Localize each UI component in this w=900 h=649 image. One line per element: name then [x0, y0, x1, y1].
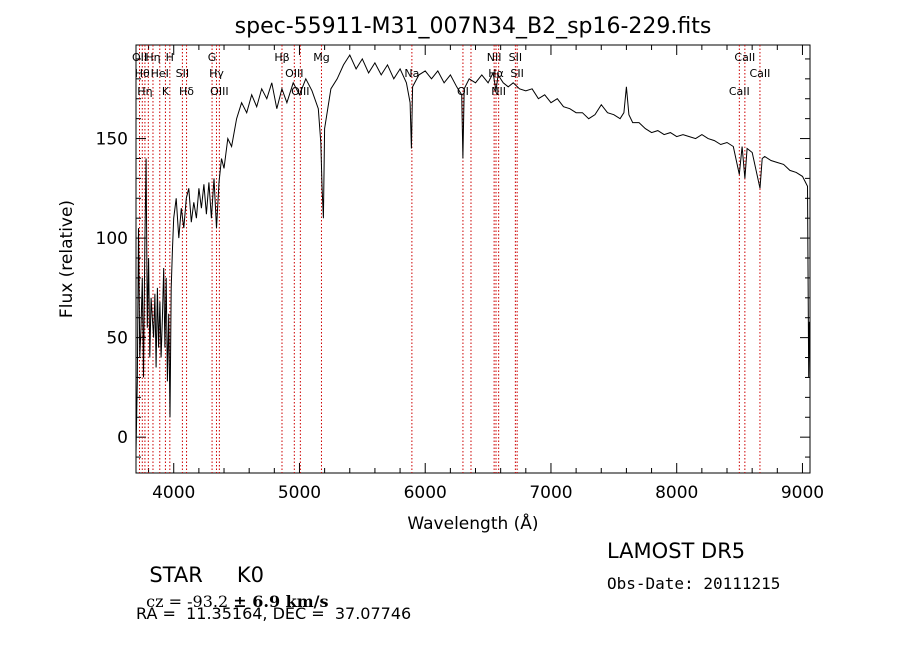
- spectral-line-label: SII: [509, 51, 522, 64]
- line-labels: OIIHθHηHηHeIKHSIIHδGHγOIIIHβOIIIOIIIMgNa…: [132, 51, 770, 98]
- y-axis-label: Flux (relative): [57, 200, 77, 318]
- spectral-line-label: OIII: [285, 67, 303, 80]
- spectral-line-label: Hη: [145, 51, 160, 64]
- x-tick-label: 8000: [655, 483, 698, 503]
- y-tick-label: 50: [106, 329, 128, 349]
- spectral-line-label: H: [166, 51, 174, 64]
- x-axis-ticks: 4000 5000 6000 7000 8000 9000: [148, 45, 824, 503]
- spectral-line-label: Hθ: [135, 67, 150, 80]
- y-tick-label: 150: [96, 130, 128, 150]
- spectral-line-label: OI: [457, 85, 469, 98]
- spectral-line-label: CaII: [734, 51, 755, 64]
- spectral-line-label: K: [162, 85, 170, 98]
- y-tick-label: 100: [96, 229, 128, 249]
- spectral-line-label: NII: [487, 51, 502, 64]
- spectral-line-label: SII: [176, 67, 189, 80]
- survey-label: LAMOST DR5: [607, 539, 746, 563]
- x-tick-label: 4000: [152, 483, 195, 503]
- obs-date: Obs-Date: 20111215: [607, 574, 781, 593]
- subclass-label: K0: [236, 563, 264, 587]
- cz-error: ± 6.9 km/s: [233, 592, 329, 611]
- coordinates: RA = 11.35164, DEC = 37.07746: [136, 604, 412, 623]
- y-axis-ticks: 0 50 100 150: [96, 58, 810, 458]
- spectral-line-label: Hγ: [209, 67, 224, 80]
- spectral-line-label: Hδ: [179, 85, 194, 98]
- x-tick-label: 7000: [529, 483, 572, 503]
- x-tick-label: 5000: [278, 483, 321, 503]
- x-axis-label: Wavelength (Å): [407, 512, 538, 534]
- spectral-line-label: OIII: [210, 85, 228, 98]
- spectral-line-label: Na: [404, 67, 419, 80]
- redshift-readout: cz = -93.2 ± 6.9 km/s: [136, 573, 329, 611]
- cz-label: cz =: [146, 592, 188, 611]
- cz-value: -93.2: [187, 592, 229, 611]
- spectral-line-label: CaII: [749, 67, 770, 80]
- x-tick-label: 9000: [781, 483, 824, 503]
- class-label: STAR: [149, 563, 203, 587]
- spectral-line-label: OIII: [291, 85, 309, 98]
- spectral-line-label: Hα: [488, 67, 504, 80]
- chart-title: spec-55911-M31_007N34_B2_sp16-229.fits: [235, 14, 712, 39]
- plot-frame: [135, 44, 811, 474]
- spectral-line-label: OII: [132, 51, 147, 64]
- spectral-line-label: NII: [491, 85, 506, 98]
- spectrum-line: [135, 53, 810, 454]
- spectral-line-label: Hη: [137, 85, 152, 98]
- spectral-line-label: Mg: [313, 51, 329, 64]
- y-tick-label: 0: [117, 428, 128, 448]
- spectral-line-label: Hβ: [274, 51, 289, 64]
- spectral-line-label: G: [208, 51, 217, 64]
- x-tick-label: 6000: [404, 483, 447, 503]
- object-class: STAR K0: [136, 539, 264, 587]
- spectral-line-label: HeI: [151, 67, 169, 80]
- emission-lines: [139, 45, 761, 473]
- spectral-line-label: SII: [510, 67, 523, 80]
- spectral-line-label: CaII: [729, 85, 750, 98]
